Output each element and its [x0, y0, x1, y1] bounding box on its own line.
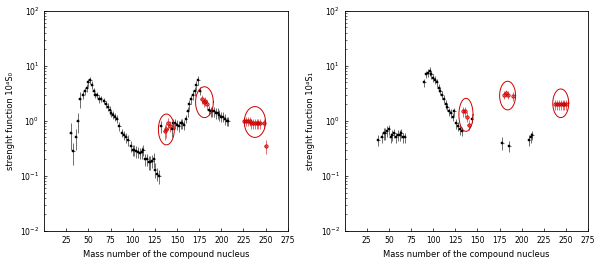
Y-axis label: strenght function 10⁴S₀: strenght function 10⁴S₀: [5, 72, 14, 170]
Y-axis label: strenght function 10⁴S₁: strenght function 10⁴S₁: [306, 72, 315, 170]
X-axis label: Mass number of the compound nucleus: Mass number of the compound nucleus: [83, 250, 249, 259]
X-axis label: Mass number of the compound nucleus: Mass number of the compound nucleus: [383, 250, 550, 259]
